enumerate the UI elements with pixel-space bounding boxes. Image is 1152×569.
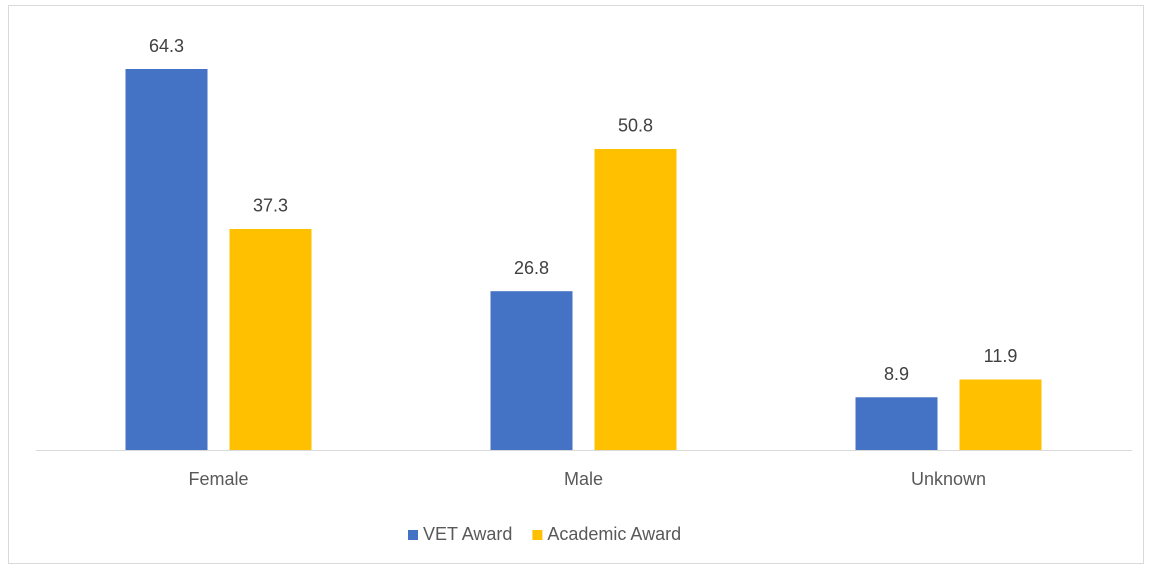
bar	[490, 291, 573, 450]
bar	[229, 228, 312, 450]
data-label: 64.3	[149, 36, 184, 56]
legend-label: VET Award	[423, 524, 512, 544]
x-tick-label: Female	[188, 469, 248, 489]
legend-swatch	[532, 530, 543, 540]
data-label: 11.9	[984, 346, 1018, 366]
bar	[594, 148, 677, 450]
bar	[855, 397, 938, 450]
x-tick-label: Unknown	[911, 469, 986, 489]
bar	[125, 69, 208, 450]
data-label: 26.8	[514, 258, 549, 278]
legend-label: Academic Award	[547, 524, 681, 544]
bar	[959, 379, 1042, 450]
data-label: 37.3	[253, 196, 288, 216]
legend-swatch	[408, 530, 418, 540]
x-tick-label: Male	[564, 469, 603, 489]
data-label: 8.9	[884, 364, 909, 384]
data-label: 50.8	[618, 116, 653, 136]
